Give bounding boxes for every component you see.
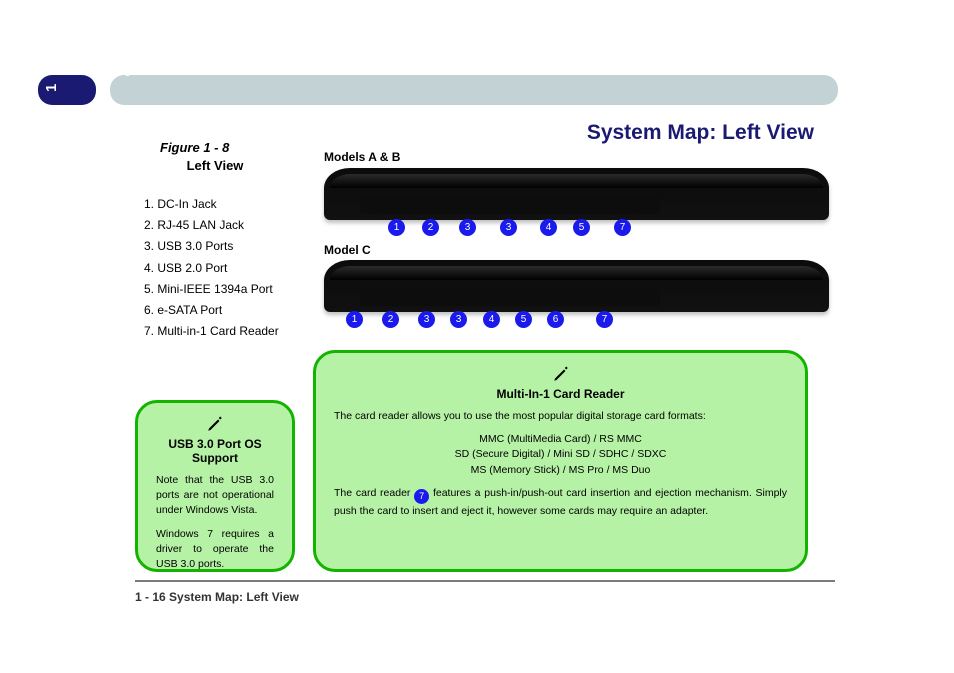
marker-dot: 7 xyxy=(596,311,613,328)
note-card-reader: Multi-In-1 Card Reader The card reader a… xyxy=(313,350,808,572)
port-strip xyxy=(360,196,660,214)
note-title: Multi-In-1 Card Reader xyxy=(334,387,787,401)
legend-item: 6. e-SATA Port xyxy=(144,301,299,320)
note-title: USB 3.0 Port OS Support xyxy=(156,437,274,465)
legend-list: 1. DC-In Jack 2. RJ-45 LAN Jack 3. USB 3… xyxy=(144,195,299,343)
footer-rule xyxy=(135,580,835,582)
marker-dot: 1 xyxy=(388,219,405,236)
marker-dot: 6 xyxy=(547,311,564,328)
marker-dot: 5 xyxy=(515,311,532,328)
note-body2-pre: The card reader xyxy=(334,487,414,499)
side-tab-number: 1 xyxy=(43,83,60,92)
note-formats: MMC (MultiMedia Card) / RS MMC SD (Secur… xyxy=(334,432,787,478)
note-body: Note that the USB 3.0 ports are not oper… xyxy=(156,473,274,519)
note-body: The card reader allows you to use the mo… xyxy=(334,409,787,424)
marker-dot: 4 xyxy=(483,311,500,328)
models-ab-label: Models A & B xyxy=(324,150,400,164)
marker-dot: 3 xyxy=(418,311,435,328)
port-strip xyxy=(360,288,660,306)
footer-left: 1 - 16 System Map: Left View xyxy=(135,590,299,604)
laptop-side-c xyxy=(324,260,829,312)
marker-dot: 5 xyxy=(573,219,590,236)
marker-dot: 2 xyxy=(422,219,439,236)
legend-item: 4. USB 2.0 Port xyxy=(144,259,299,278)
legend-item: 5. Mini-IEEE 1394a Port xyxy=(144,280,299,299)
marker-dot: 3 xyxy=(500,219,517,236)
chapter-header: Quick Start Guide xyxy=(120,60,247,76)
banner-light-pill xyxy=(110,75,838,105)
section-title: System Map: Left View xyxy=(587,121,814,145)
legend-item: 3. USB 3.0 Ports xyxy=(144,237,299,256)
legend-item: 2. RJ-45 LAN Jack xyxy=(144,216,299,235)
marker-dot: 3 xyxy=(459,219,476,236)
marker-dot: 3 xyxy=(450,311,467,328)
laptop-side-ab xyxy=(324,168,829,220)
marker-dot: 4 xyxy=(540,219,557,236)
marker-dot: 7 xyxy=(614,219,631,236)
pencil-icon xyxy=(552,365,570,383)
inline-marker: 7 xyxy=(414,489,429,504)
legend-item: 1. DC-In Jack xyxy=(144,195,299,214)
figure-subtitle: Left View xyxy=(150,158,280,173)
note-body2: The card reader 7 features a push-in/pus… xyxy=(334,486,787,519)
model-c-label: Model C xyxy=(324,243,371,257)
note-usb3: USB 3.0 Port OS Support Note that the US… xyxy=(135,400,295,572)
pencil-icon xyxy=(206,415,224,433)
marker-dot: 2 xyxy=(382,311,399,328)
legend-item: 7. Multi-in-1 Card Reader xyxy=(144,322,299,341)
marker-dot: 1 xyxy=(346,311,363,328)
figure-label: Figure 1 - 8 xyxy=(160,140,229,155)
note-body: Windows 7 requires a driver to operate t… xyxy=(156,527,274,573)
